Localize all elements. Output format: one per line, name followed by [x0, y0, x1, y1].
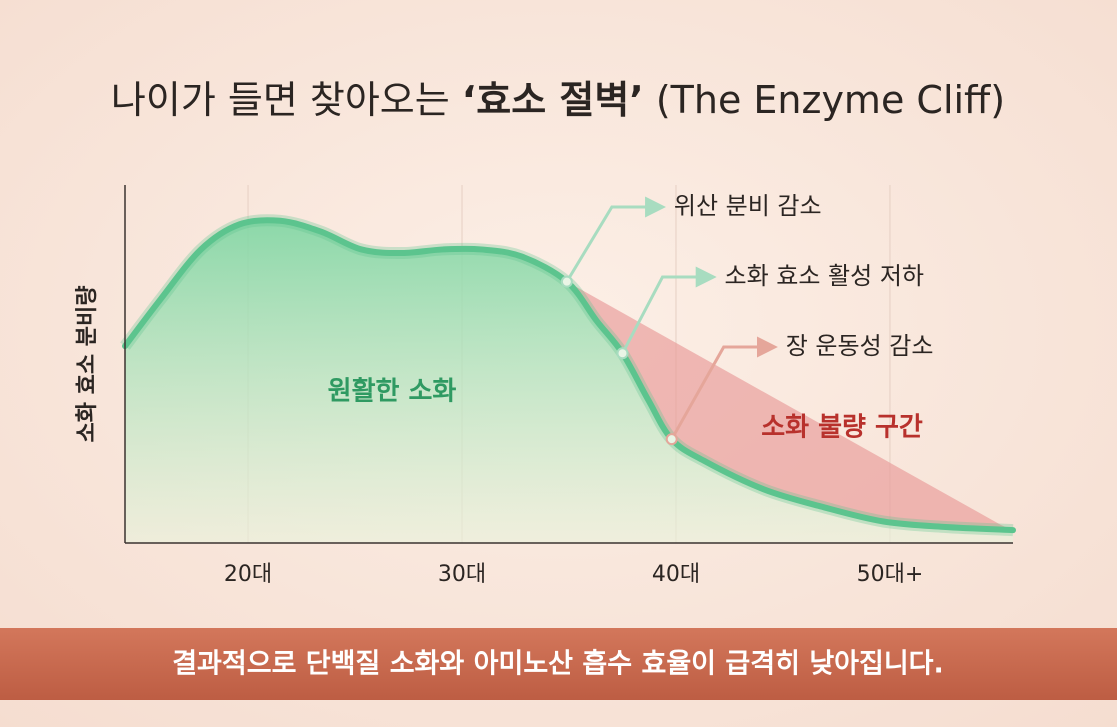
- annotation-point: [665, 433, 678, 446]
- annotation-arrow: [621, 266, 717, 354]
- title-part: 나이가 들면 찾아오는: [111, 78, 462, 122]
- curve-area: [125, 220, 1013, 544]
- annotation-point: [560, 275, 573, 288]
- x-tick-label: 20대: [224, 562, 272, 587]
- annotation-point: [616, 347, 629, 360]
- annotation-label: 위산 분비 감소: [674, 192, 822, 220]
- annotation-label: 소화 효소 활성 저하: [724, 262, 924, 290]
- annotation-arrow: [670, 336, 778, 440]
- annotation-arrow: [565, 196, 667, 283]
- x-tick-label: 40대: [652, 562, 700, 587]
- title-part: (The Enzyme Cliff): [644, 78, 1005, 122]
- decline-area: [566, 281, 1013, 531]
- title-highlight: ‘효소 절벽’: [462, 78, 644, 122]
- curve-line: [122, 217, 1016, 534]
- x-tick-label: 50대+: [857, 562, 924, 587]
- region-label: 소화 불량 구간: [761, 413, 923, 443]
- annotation-label: 장 운동성 감소: [786, 332, 934, 360]
- region-label: 원활한 소화: [328, 377, 457, 407]
- footer-banner: [0, 628, 1117, 700]
- y-axis-label: 소화 효소 분비량: [75, 286, 100, 443]
- x-tick-label: 30대: [438, 562, 486, 587]
- chart-title: 나이가 들면 찾아오는 ‘효소 절벽’ (The Enzyme Cliff): [111, 78, 1005, 122]
- footer-text: 결과적으로 단백질 소화와 아미노산 흡수 효율이 급격히 낮아집니다.: [172, 649, 944, 680]
